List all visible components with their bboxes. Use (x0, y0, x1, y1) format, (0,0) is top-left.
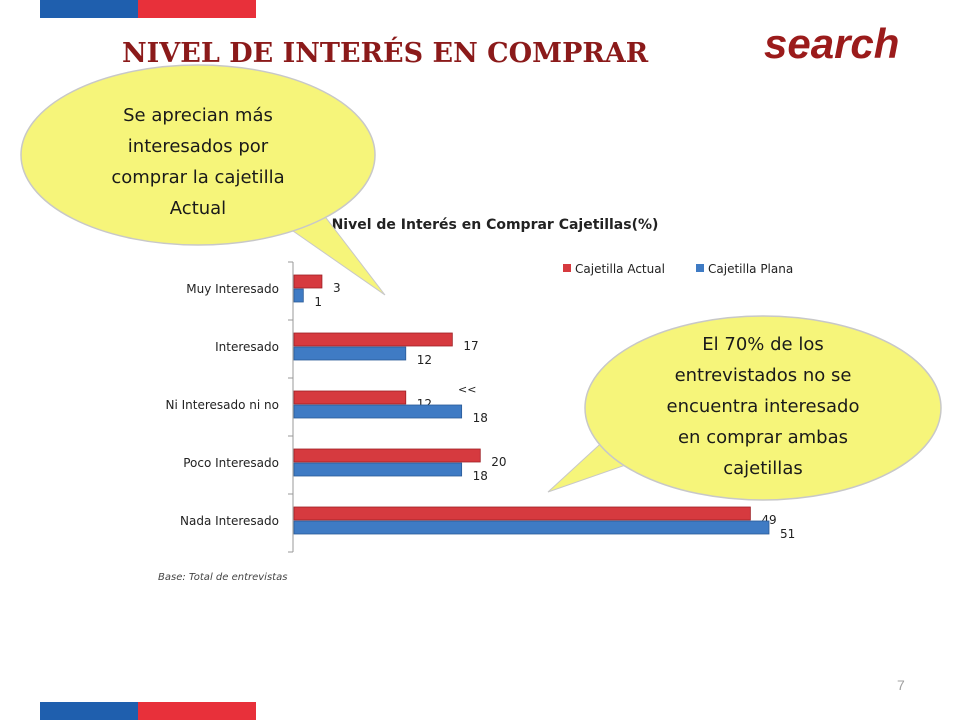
callout-text-line: El 70% de los (702, 334, 823, 355)
bottom-flag-bar (40, 702, 256, 720)
bar-actual (293, 332, 453, 347)
bar-plana (293, 520, 770, 535)
bar-plana (293, 346, 407, 361)
callout-tail-joint (610, 435, 640, 460)
category-label: Ni Interesado ni no (166, 398, 280, 412)
bar-actual (293, 390, 407, 405)
callout-text-line: comprar la cajetilla (111, 167, 284, 188)
search-logo: search (764, 20, 900, 67)
value-label: 17 (463, 339, 478, 353)
bar-actual (293, 448, 481, 463)
callout-text-line: interesados por (128, 136, 269, 157)
category-label: Nada Interesado (180, 514, 279, 528)
bar-plana (293, 288, 304, 303)
flag-red-segment (138, 0, 256, 18)
value-label: 20 (491, 455, 506, 469)
legend-entry: Cajetilla Plana (708, 262, 793, 276)
flag-blue-segment (40, 702, 138, 720)
category-label: Poco Interesado (183, 456, 279, 470)
bar-plana (293, 462, 463, 477)
callout-bubble (20, 64, 376, 246)
category-label: Interesado (215, 340, 279, 354)
callout-text-line: cajetillas (723, 458, 802, 479)
value-label: 18 (473, 469, 488, 483)
callout-text-line: Se aprecian más (123, 105, 273, 126)
legend-entry: Cajetilla Actual (575, 262, 665, 276)
bar-actual (293, 506, 751, 521)
callout-bubble (584, 315, 942, 501)
flag-red-segment (138, 702, 256, 720)
chart-title: Nivel de Interés en Comprar Cajetillas(%… (332, 217, 659, 233)
annotation-mark: << (458, 383, 476, 396)
bar-actual (293, 274, 323, 289)
page-number: 7 (897, 677, 905, 693)
callout-text-line: en comprar ambas (678, 427, 848, 448)
base-note: Base: Total de entrevistas (158, 572, 288, 583)
callout-text-line: entrevistados no se (675, 365, 852, 386)
top-flag-bar (40, 0, 256, 18)
value-label: 3 (333, 281, 341, 295)
callout-text-line: encuentra interesado (667, 396, 860, 417)
value-label: 1 (314, 295, 322, 309)
slide-title: NIVEL DE INTERÉS EN COMPRAR (122, 38, 649, 69)
value-label: 12 (417, 353, 432, 367)
legend-swatch (696, 264, 704, 272)
legend-swatch (563, 264, 571, 272)
value-label: 51 (780, 527, 795, 541)
bar-plana (293, 404, 463, 419)
category-label: Muy Interesado (186, 282, 279, 296)
callout-text-line: Actual (170, 198, 226, 219)
callout-tail-joint (271, 206, 319, 214)
flag-blue-segment (40, 0, 138, 18)
value-label: 18 (473, 411, 488, 425)
